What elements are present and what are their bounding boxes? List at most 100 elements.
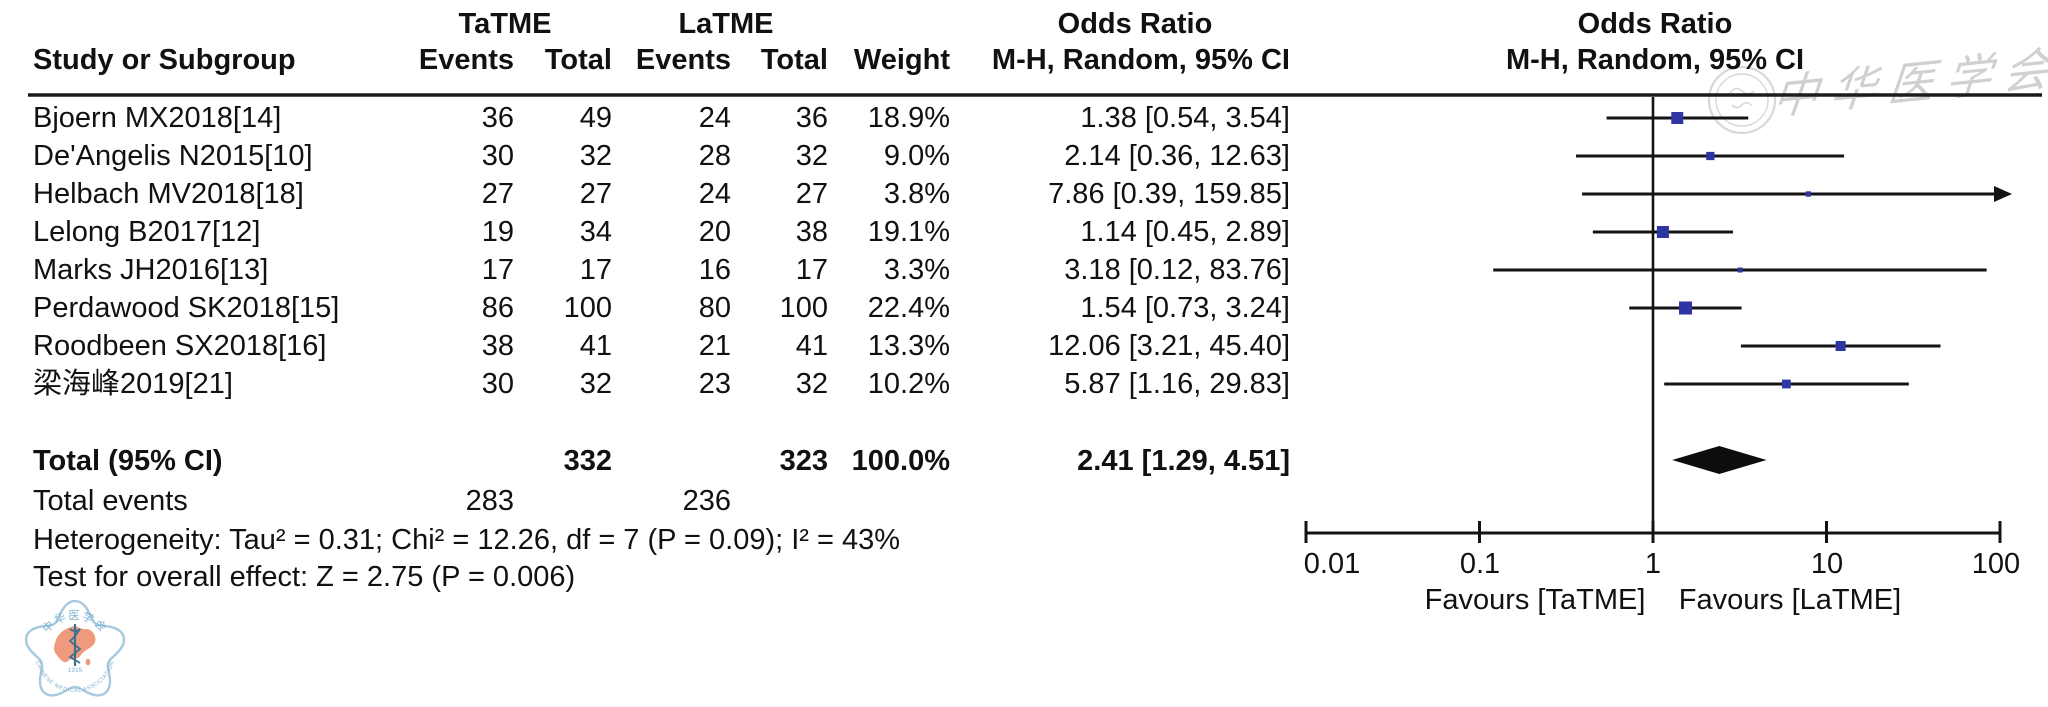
tatme-total-cell: 41 bbox=[579, 330, 612, 362]
latme-total-cell: 36 bbox=[795, 102, 828, 134]
study-name: Marks JH2016[13] bbox=[33, 254, 269, 286]
latme-total-cell: 27 bbox=[795, 178, 828, 210]
latme-events-cell: 80 bbox=[698, 292, 731, 324]
total-events-latme: 236 bbox=[682, 485, 731, 517]
latme-events-cell: 23 bbox=[698, 368, 731, 400]
logo-year-text: 1915 bbox=[68, 667, 83, 674]
total-events-row: Total events 283 236 bbox=[0, 482, 1300, 520]
study-name: Helbach MV2018[18] bbox=[33, 178, 304, 210]
or-ci-plot-subheader: M-H, Random, 95% CI bbox=[1505, 44, 1805, 76]
odds-ratio-plot-title: Odds Ratio bbox=[1577, 8, 1733, 40]
tatme-total-header: Total bbox=[544, 44, 612, 76]
effect-square bbox=[1679, 301, 1693, 315]
study-name: Perdawood SK2018[15] bbox=[33, 292, 340, 324]
tatme-total-cell: 34 bbox=[579, 216, 612, 248]
study-row: Roodbeen SX2018[16] 38 41 21 41 13.3% 12… bbox=[0, 327, 1300, 365]
study-row: De'Angelis N2015[10] 30 32 28 32 9.0% 2.… bbox=[0, 137, 1300, 175]
tatme-events-cell: 36 bbox=[481, 102, 514, 134]
latme-events-cell: 28 bbox=[698, 140, 731, 172]
effect-square bbox=[1781, 379, 1791, 389]
study-name: 梁海峰2019[21] bbox=[33, 368, 233, 400]
total-label: Total (95% CI) bbox=[33, 445, 223, 477]
weight-cell: 10.2% bbox=[867, 368, 950, 400]
study-row: Helbach MV2018[18] 27 27 24 27 3.8% 7.86… bbox=[0, 175, 1300, 213]
tatme-total-cell: 32 bbox=[579, 140, 612, 172]
latme-total-cell: 32 bbox=[795, 140, 828, 172]
total-events-tatme: 283 bbox=[465, 485, 514, 517]
latme-total-cell: 41 bbox=[795, 330, 828, 362]
effect-square bbox=[1706, 151, 1715, 161]
total-events-label: Total events bbox=[33, 485, 188, 517]
favours-left-label: Favours [TaTME] bbox=[1424, 584, 1646, 616]
effect-square bbox=[1737, 267, 1743, 273]
weight-cell: 18.9% bbox=[867, 102, 950, 134]
axis-tick-label-100: 100 bbox=[1971, 548, 2021, 580]
favours-right-label: Favours [LaTME] bbox=[1678, 584, 1902, 616]
latme-events-cell: 24 bbox=[698, 178, 731, 210]
effect-square bbox=[1805, 191, 1812, 197]
study-row: Bjoern MX2018[14] 36 49 24 36 18.9% 1.38… bbox=[0, 99, 1300, 137]
tatme-total-cell: 100 bbox=[563, 292, 612, 324]
heterogeneity-note: Heterogeneity: Tau² = 0.31; Chi² = 12.26… bbox=[33, 524, 901, 556]
latme-total-cell: 100 bbox=[779, 292, 828, 324]
total-or-ci: 2.41 [1.29, 4.51] bbox=[1077, 445, 1290, 477]
watermark-seal-icon bbox=[1707, 65, 1777, 135]
or-ci-cell: 12.06 [3.21, 45.40] bbox=[1048, 330, 1290, 362]
latme-events-cell: 24 bbox=[698, 102, 731, 134]
latme-events-cell: 21 bbox=[698, 330, 731, 362]
tatme-events-cell: 86 bbox=[481, 292, 514, 324]
snake-icon bbox=[68, 628, 82, 664]
tatme-total-cell: 17 bbox=[579, 254, 612, 286]
tatme-events-cell: 30 bbox=[481, 368, 514, 400]
weight-cell: 3.8% bbox=[883, 178, 950, 210]
study-row: Perdawood SK2018[15] 86 100 80 100 22.4%… bbox=[0, 289, 1300, 327]
total-row: Total (95% CI) 332 323 100.0% 2.41 [1.29… bbox=[0, 442, 1300, 480]
tatme-events-cell: 38 bbox=[481, 330, 514, 362]
study-row: 梁海峰2019[21] 30 32 23 32 10.2% 5.87 [1.16… bbox=[0, 365, 1300, 403]
study-name: Roodbeen SX2018[16] bbox=[33, 330, 327, 362]
latme-events-header: Events bbox=[635, 44, 731, 76]
study-name: Bjoern MX2018[14] bbox=[33, 102, 282, 134]
axis-tick-label-10: 10 bbox=[1810, 548, 1844, 580]
weight-cell: 3.3% bbox=[883, 254, 950, 286]
overall-effect-note: Test for overall effect: Z = 2.75 (P = 0… bbox=[33, 561, 576, 593]
or-ci-cell: 1.38 [0.54, 3.54] bbox=[1080, 102, 1290, 134]
or-ci-column-subheader: M-H, Random, 95% CI bbox=[991, 44, 1290, 76]
or-ci-cell: 3.18 [0.12, 83.76] bbox=[1064, 254, 1290, 286]
weight-cell: 9.0% bbox=[883, 140, 950, 172]
tatme-events-cell: 17 bbox=[481, 254, 514, 286]
total-latme-n: 323 bbox=[779, 445, 828, 477]
pooled-diamond bbox=[1672, 446, 1767, 474]
latme-events-cell: 16 bbox=[698, 254, 731, 286]
or-ci-cell: 1.14 [0.45, 2.89] bbox=[1080, 216, 1290, 248]
latme-events-cell: 20 bbox=[698, 216, 731, 248]
study-row: Lelong B2017[12] 19 34 20 38 19.1% 1.14 … bbox=[0, 213, 1300, 251]
arrow-head-icon bbox=[1994, 186, 2012, 202]
latme-total-cell: 17 bbox=[795, 254, 828, 286]
latme-total-cell: 38 bbox=[795, 216, 828, 248]
weight-column-header: Weight bbox=[853, 44, 950, 76]
study-name: Lelong B2017[12] bbox=[33, 216, 261, 248]
or-ci-cell: 7.86 [0.39, 159.85] bbox=[1048, 178, 1290, 210]
weight-cell: 22.4% bbox=[867, 292, 950, 324]
tatme-total-cell: 49 bbox=[579, 102, 612, 134]
tatme-events-cell: 30 bbox=[481, 140, 514, 172]
latme-total-header: Total bbox=[760, 44, 828, 76]
axis-tick-label-1: 1 bbox=[1644, 548, 1662, 580]
odds-ratio-column-title: Odds Ratio bbox=[1057, 8, 1213, 40]
weight-cell: 19.1% bbox=[867, 216, 950, 248]
group1-header: TaTME bbox=[458, 8, 552, 40]
or-ci-cell: 1.54 [0.73, 3.24] bbox=[1080, 292, 1290, 324]
island-dot bbox=[85, 658, 91, 666]
or-ci-cell: 2.14 [0.36, 12.63] bbox=[1064, 140, 1290, 172]
total-tatme-n: 332 bbox=[563, 445, 612, 477]
tatme-events-cell: 27 bbox=[481, 178, 514, 210]
cma-logo: 1915 中华医学会 CHINESE MEDICAL ASSOCIATION bbox=[24, 599, 126, 697]
latme-total-cell: 32 bbox=[795, 368, 828, 400]
total-weight: 100.0% bbox=[851, 445, 950, 477]
axis-tick-label-0.01: 0.01 bbox=[1303, 548, 1361, 580]
tatme-events-header: Events bbox=[418, 44, 514, 76]
group2-header: LaTME bbox=[678, 8, 774, 40]
effect-square bbox=[1656, 225, 1669, 239]
